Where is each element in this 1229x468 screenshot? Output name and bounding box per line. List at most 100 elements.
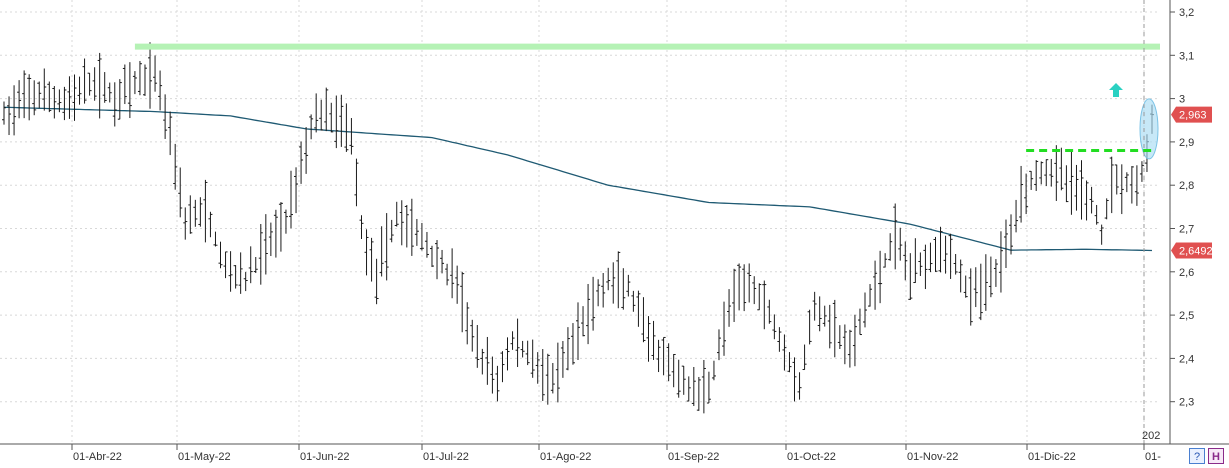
- ohlc-bar: [1119, 164, 1124, 215]
- ohlc-bar: [1074, 164, 1079, 211]
- ohlc-bar: [32, 80, 37, 116]
- ohlc-bar: [868, 284, 873, 307]
- ohlc-bar: [1139, 161, 1144, 182]
- ohlc-bar: [12, 85, 17, 136]
- ohlc-bar: [787, 352, 792, 373]
- grid: [0, 0, 1160, 444]
- ohlc-bar: [460, 271, 465, 333]
- ohlc-bar: [505, 337, 510, 371]
- ohlc-bar: [777, 327, 782, 352]
- ohlc-bar: [233, 265, 238, 289]
- ohlc-bar: [817, 296, 822, 332]
- ohlc-bar: [304, 127, 309, 174]
- ohlc-bar: [560, 341, 565, 378]
- ohlc-bar: [359, 215, 364, 239]
- ohlc-bar: [797, 372, 802, 400]
- ohlc-bar: [278, 202, 283, 252]
- ohlc-bar: [510, 331, 515, 350]
- ohlc-bar: [586, 283, 591, 345]
- ohlc-bar: [465, 302, 470, 345]
- ohlc-bar: [983, 254, 988, 311]
- x-tick-label: 01-Jun-22: [300, 451, 350, 463]
- ohlc-bar: [329, 102, 334, 133]
- ohlc-bar: [127, 62, 132, 119]
- ohlc-bar: [1114, 164, 1119, 195]
- ohlc-bar: [314, 93, 319, 133]
- ohlc-bar: [762, 280, 767, 330]
- svg-text:H: H: [1212, 451, 1220, 463]
- ohlc-bar: [27, 74, 32, 121]
- ohlc-bar: [495, 365, 500, 402]
- help-icon[interactable]: ?: [1189, 448, 1205, 464]
- ohlc-bar: [767, 299, 772, 324]
- ohlc-bar: [173, 143, 178, 190]
- ohlc-bar: [188, 195, 193, 234]
- ohlc-bar: [651, 320, 656, 360]
- y-tick-label: 2,5: [1179, 310, 1194, 322]
- ohlc-bar: [671, 353, 676, 388]
- ohlc-bar: [525, 340, 530, 366]
- ohlc-bar: [621, 268, 626, 310]
- ohlc-bar: [102, 72, 107, 103]
- ohlc-bar: [268, 222, 273, 257]
- ohlc-bar: [379, 226, 384, 277]
- x-tick-label: 01-Sep-22: [668, 451, 719, 463]
- y-tick-label: 2,4: [1179, 353, 1194, 365]
- ohlc-bar: [263, 214, 268, 275]
- ohlc-bar: [661, 336, 666, 376]
- ohlc-bar: [409, 198, 414, 256]
- ohlc-bar: [97, 52, 102, 119]
- ohlc-bar: [852, 314, 857, 367]
- ohlc-bar: [153, 55, 158, 92]
- ohlc-bar: [1009, 214, 1014, 255]
- ohlc-bar: [309, 114, 314, 140]
- ohlc-bar: [92, 67, 97, 101]
- h-tool-icon[interactable]: H: [1208, 448, 1224, 464]
- ohlc-bar: [485, 336, 490, 385]
- ohlc-bar: [258, 224, 263, 285]
- ohlc-bar: [72, 74, 77, 121]
- x-tick-label: 01-: [1145, 451, 1161, 463]
- ohlc-bar: [782, 334, 787, 371]
- ohlc-bar: [596, 279, 601, 307]
- ohlc-bar: [626, 274, 631, 297]
- ohlc-bar: [2, 101, 6, 125]
- ohlc-bar: [752, 276, 757, 305]
- ohlc-bar: [908, 253, 913, 300]
- ohlc-bar: [1134, 165, 1139, 206]
- ohlc-bar: [540, 349, 545, 401]
- ohlc-bar: [1049, 158, 1054, 187]
- x-tick-label: 01-Ago-22: [540, 451, 591, 463]
- ohlc-bar: [253, 256, 258, 274]
- ohlc-bar: [732, 268, 737, 322]
- ohlc-bar: [616, 251, 621, 309]
- ohlc-bar: [384, 213, 389, 281]
- ohlc-bar: [772, 314, 777, 340]
- ohlc-bar: [948, 233, 953, 279]
- ohlc-bar: [686, 376, 691, 402]
- ohlc-bar: [913, 238, 918, 284]
- ohlc-bar: [576, 302, 580, 361]
- axes: [0, 0, 1229, 450]
- ohlc-bar: [1069, 149, 1074, 215]
- ohlc-bar: [681, 365, 686, 395]
- ohlc-bar: [334, 95, 339, 149]
- y-tick-label: 2,8: [1179, 180, 1194, 192]
- ohlc-bar: [812, 291, 817, 321]
- ohlc-bar: [827, 304, 832, 349]
- ohlc-bar: [1129, 166, 1134, 204]
- ohlc-bar: [757, 283, 762, 311]
- ohlc-bar: [107, 82, 112, 103]
- ohlc-bar: [218, 241, 223, 269]
- ohlc-bar: [832, 299, 837, 358]
- ohlc-bar: [737, 263, 742, 311]
- ohlc-bar: [163, 94, 168, 139]
- ohlc-bar: [1064, 165, 1069, 203]
- ohlc-bar: [339, 94, 344, 147]
- ohlc-bar: [998, 231, 1003, 293]
- ohlc-bar: [148, 42, 153, 109]
- y-tick-label: 3,1: [1179, 50, 1194, 62]
- ohlc-bar: [52, 86, 57, 119]
- ohlc-bar: [515, 318, 520, 368]
